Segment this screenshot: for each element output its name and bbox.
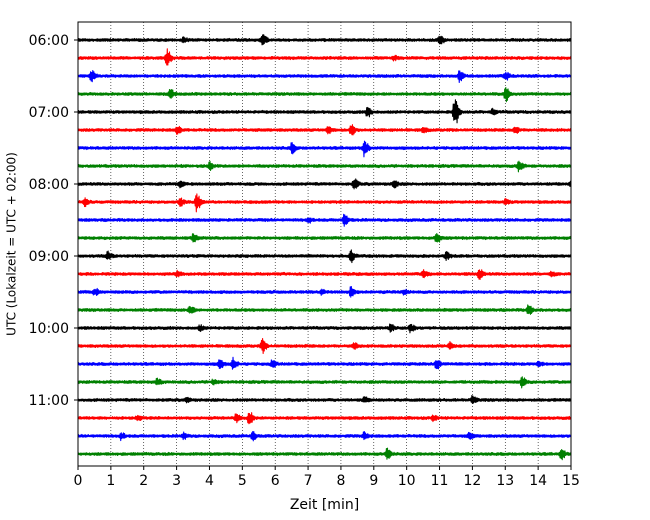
y-tick-label: 10:00 — [29, 321, 69, 337]
trace-lines — [77, 34, 572, 461]
axis-ticks: 0 1 2 3 4 5 6 7 8 9 10 11 12 13 14 1506:0007:0008:0009:… — [29, 33, 580, 489]
trace-line-0645 — [77, 87, 572, 103]
x-tick-label: 8 — [336, 473, 345, 489]
x-tick-label: 10 — [398, 473, 416, 489]
trace-line-0715 — [77, 124, 572, 136]
plot-frame — [77, 21, 572, 467]
trace-line-0600 — [77, 34, 572, 46]
trace-line-0630 — [77, 70, 572, 84]
x-tick-label: 3 — [172, 473, 181, 489]
trace-line-1100 — [77, 395, 572, 404]
trace-line-1045 — [77, 376, 572, 389]
trace-line-1000 — [77, 323, 572, 334]
trace-line-0845 — [77, 232, 572, 243]
y-tick-label: 06:00 — [29, 33, 69, 49]
y-axis-label: UTC (Lokalzeit = UTC + 02:00) — [5, 152, 19, 336]
y-tick-label: 08:00 — [29, 177, 69, 193]
trace-line-0745 — [77, 160, 572, 173]
trace-line-0615 — [77, 48, 572, 66]
trace-line-0815 — [77, 193, 572, 213]
x-tick-label: 2 — [139, 473, 148, 489]
x-tick-label: 9 — [369, 473, 378, 489]
trace-line-0730 — [77, 140, 572, 158]
x-axis-label: Zeit [min] — [290, 497, 359, 513]
x-tick-label: 6 — [271, 473, 280, 489]
y-tick-label: 07:00 — [29, 105, 69, 121]
x-tick-label: 14 — [529, 473, 547, 489]
x-tick-label: 12 — [463, 473, 481, 489]
trace-line-0700 — [77, 99, 572, 124]
trace-line-1115 — [77, 412, 572, 425]
x-tick-label: 7 — [304, 473, 313, 489]
x-tick-label: 11 — [431, 473, 449, 489]
x-tick-label: 1 — [106, 473, 115, 489]
trace-line-0930 — [77, 286, 572, 298]
trace-line-1130 — [77, 431, 572, 442]
y-tick-label: 11:00 — [29, 393, 69, 409]
trace-line-1015 — [77, 338, 572, 354]
x-tick-label: 5 — [238, 473, 247, 489]
y-tick-label: 09:00 — [29, 249, 69, 265]
trace-line-1030 — [77, 356, 572, 370]
trace-line-0915 — [77, 269, 572, 280]
grid-lines — [110, 22, 539, 466]
x-tick-label: 15 — [562, 473, 580, 489]
trace-line-0800 — [77, 178, 572, 190]
trace-line-0900 — [77, 249, 572, 264]
trace-line-0830 — [77, 213, 572, 227]
x-tick-label: 13 — [496, 473, 514, 489]
trace-line-0945 — [77, 304, 572, 315]
x-tick-label: 4 — [205, 473, 214, 489]
x-tick-label: 0 — [74, 473, 83, 489]
trace-line-1145 — [77, 447, 572, 461]
